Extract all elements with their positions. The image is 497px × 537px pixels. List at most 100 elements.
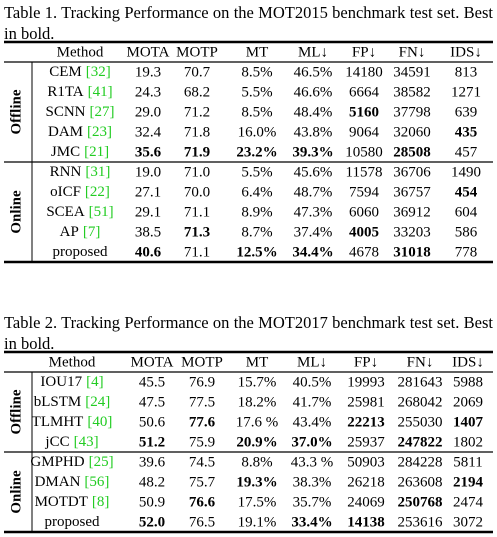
method-cell: MOTDT [8] [35,494,110,510]
table-cell: 247822 [398,434,443,450]
table-cell: 268042 [398,394,443,410]
column-header: ML↓ [297,354,327,370]
table-cell: 37798 [393,104,431,120]
table-cell: 24069 [347,494,385,510]
method-cell: SCEA [51] [46,204,113,220]
table-cell: 14180 [345,64,383,80]
method-cell: bLSTM [24] [34,394,111,410]
table-cell: 46.6% [294,84,333,100]
method-cell: SCNN [27] [45,104,114,120]
citation: [4] [86,374,104,390]
citation: [27] [90,104,115,120]
table-cell: 6.4% [241,184,272,200]
table-cell: 75.9 [189,434,215,450]
group-label: Offline [8,89,24,134]
citation: [43] [74,434,99,450]
column-header: MT [246,44,269,60]
table-cell: 6664 [349,84,380,100]
table-cell: 48.7% [294,184,333,200]
table-cell: 27.1 [135,184,161,200]
citation: [32] [86,64,111,80]
table-cell: 48.4% [294,104,333,120]
table-cell: 25981 [347,394,385,410]
table-cell: 8.9% [241,204,272,220]
method-name: proposed [53,244,108,260]
table-cell: 5.5% [241,164,272,180]
table-cell: 36757 [393,184,431,200]
method-cell: AP [7] [60,224,101,240]
table-cell: 7594 [349,184,380,200]
citation: [56] [84,474,109,490]
table-cell: 43.4% [293,414,332,430]
column-header: Method [57,44,104,60]
table-caption: Table 1. Tracking Performance on the MOT… [4,3,493,43]
table-cell: 23.2% [236,144,277,160]
group-label: Online [8,190,24,234]
table-cell: 33203 [393,224,431,240]
citation: [51] [89,204,114,220]
table-cell: 1802 [453,434,483,450]
method-cell: GMPHD [25] [30,454,113,470]
table-cell: 5811 [453,454,482,470]
table-cell: 9064 [349,124,380,140]
table-cell: 4005 [349,224,379,240]
method-name: AP [60,224,79,240]
table-cell: 48.2 [139,474,165,490]
method-name: GMPHD [30,454,84,470]
table-cell: 639 [455,104,478,120]
column-header: MOTP [176,44,218,60]
method-name: MOTDT [35,494,88,510]
table-cell: 50903 [347,454,385,470]
table-cell: 32060 [393,124,431,140]
table-cell: 29.1 [135,204,161,220]
table-cell: 43.3 % [291,454,334,470]
table-cell: 19.3 [135,64,161,80]
column-header: IDS↓ [450,44,482,60]
method-name: DMAN [35,474,81,490]
column-header: FP↓ [352,44,376,60]
table-cell: 35.6 [135,144,162,160]
method-cell: IOU17 [4] [40,374,103,390]
table-cell: 28508 [393,144,431,160]
method-name: proposed [45,514,100,530]
table-cell: 19993 [347,374,385,390]
table-cell: 457 [455,144,478,160]
table-cell: 16.0% [238,124,277,140]
citation: [41] [88,84,113,100]
column-header: MOTA [131,354,174,370]
table-cell: 76.6 [189,494,216,510]
table-cell: 33.4% [291,514,332,530]
table-cell: 284228 [398,454,443,470]
column-header: MOTP [181,354,223,370]
method-cell: JMC [21] [51,144,109,160]
citation: [21] [84,144,109,160]
table-cell: 18.2% [238,394,277,410]
table-cell: 70.7 [184,64,211,80]
table-cell: 12.5% [236,244,277,260]
table-cell: 71.3 [184,224,210,240]
column-header: MT [246,354,269,370]
table-cell: 20.9% [236,434,277,450]
table-cell: 586 [455,224,478,240]
method-cell: proposed [53,244,108,260]
table-cell: 50.6 [139,414,166,430]
table-cell: 15.7% [238,374,277,390]
table-cell: 71.1 [184,204,210,220]
table-cell: 34.4% [292,244,333,260]
group-label: Offline [8,389,24,434]
table-cell: 813 [455,64,478,80]
table-cell: 778 [455,244,478,260]
table-cell: 8.5% [241,64,272,80]
table-cell: 38582 [393,84,431,100]
table-cell: 17.5% [238,494,277,510]
table-cell: 5988 [453,374,483,390]
table-cell: 39.3% [292,144,333,160]
table-cell: 29.0 [135,104,161,120]
column-header: MOTA [127,44,170,60]
method-cell: R1TA [41] [47,84,112,100]
table-cell: 19.1% [238,514,277,530]
table-cell: 37.4% [294,224,333,240]
table-cell: 24.3 [135,84,161,100]
table-cell: 19.3% [236,474,277,490]
